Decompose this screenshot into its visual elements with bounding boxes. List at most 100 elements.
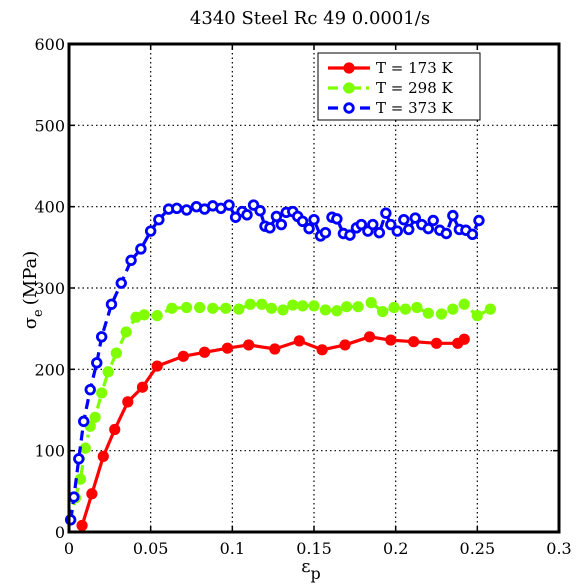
data-point	[221, 342, 234, 354]
x-tick-label: 0.05	[133, 539, 169, 558]
legend-label: T = 373 K	[376, 99, 454, 117]
data-point	[447, 303, 459, 315]
data-point	[138, 309, 150, 321]
data-point	[296, 300, 309, 312]
data-point	[341, 301, 353, 313]
data-point	[293, 335, 305, 347]
series-1	[76, 331, 470, 532]
y-axis-label-unit: (MPa)	[20, 251, 41, 306]
y-tick-label: 100	[34, 442, 65, 461]
data-point	[473, 214, 485, 227]
data-point	[316, 344, 328, 356]
data-point	[96, 387, 108, 399]
data-point	[430, 337, 443, 349]
axis-ticks: 0 0.05 0.1 0.15 0.2 0.25 0.3 0 100 200 300 400 500 60…	[34, 35, 571, 558]
data-point	[254, 205, 266, 217]
data-point	[339, 339, 351, 351]
data-point	[115, 277, 127, 289]
data-point	[180, 204, 193, 216]
legend-label: T = 173 K	[376, 59, 454, 77]
legend-marker	[343, 62, 355, 74]
data-point	[471, 310, 483, 322]
y-tick-label: 200	[34, 360, 65, 379]
data-point	[331, 305, 343, 317]
data-point	[68, 491, 80, 503]
data-point	[151, 310, 163, 322]
data-point	[265, 302, 278, 314]
data-point	[177, 350, 189, 362]
data-point	[484, 303, 496, 315]
data-point	[166, 302, 178, 314]
grid-lines	[69, 44, 559, 532]
data-point	[367, 218, 379, 231]
x-axis-label: εp	[301, 556, 321, 583]
x-axis-label-main: ε	[301, 556, 310, 577]
data-point	[135, 243, 147, 255]
data-point	[120, 326, 132, 338]
data-point	[220, 302, 232, 314]
legend-entry-2: T = 298 K	[328, 79, 454, 97]
y-tick-label: 400	[34, 198, 65, 217]
data-point	[409, 212, 421, 224]
data-point	[79, 442, 91, 454]
data-point	[296, 215, 309, 228]
data-point	[223, 199, 235, 211]
legend: T = 173 K T = 298 K T = 373 K	[317, 52, 481, 121]
y-tick-label: 500	[34, 116, 65, 135]
series-line	[69, 300, 492, 521]
data-point	[151, 360, 163, 372]
data-point	[391, 225, 404, 237]
data-point	[256, 298, 268, 310]
data-point	[136, 381, 149, 393]
data-point	[241, 209, 253, 221]
data-point	[355, 218, 368, 231]
data-point	[198, 346, 211, 358]
data-point	[422, 307, 434, 319]
data-point	[122, 396, 134, 408]
data-point	[91, 357, 103, 369]
series-2	[65, 297, 496, 526]
data-point	[277, 304, 289, 316]
data-point	[102, 366, 114, 378]
data-point	[308, 300, 320, 312]
data-point	[344, 229, 356, 241]
legend-marker	[343, 102, 355, 114]
y-axis-label-sub: e	[31, 309, 46, 317]
x-tick-label: 0.3	[546, 539, 571, 558]
data-point	[427, 214, 439, 227]
data-point	[207, 302, 219, 314]
chart-title: 4340 Steel Rc 49 0.0001/s	[190, 8, 430, 29]
data-point	[244, 298, 256, 310]
data-point	[269, 343, 281, 355]
data-point	[243, 339, 255, 351]
y-tick-label: 600	[34, 35, 65, 54]
data-point	[89, 411, 101, 423]
legend-entry-1: T = 173 K	[328, 59, 454, 77]
data-point	[331, 213, 343, 225]
data-point	[365, 297, 377, 309]
data-point	[264, 222, 276, 234]
series-line	[69, 202, 481, 521]
data-point	[77, 415, 90, 428]
series-line	[80, 335, 466, 526]
data-point	[447, 209, 459, 222]
legend-marker	[343, 82, 355, 94]
data-point	[233, 303, 245, 315]
data-point	[363, 331, 376, 343]
data-point	[73, 453, 85, 465]
data-point	[287, 299, 299, 311]
data-point	[194, 301, 206, 314]
data-point	[380, 207, 392, 219]
legend-label: T = 298 K	[376, 79, 454, 97]
x-tick-label: 0.25	[460, 539, 496, 558]
data-point	[458, 298, 470, 310]
data-point	[408, 336, 420, 348]
data-point	[95, 331, 108, 343]
data-point	[97, 450, 109, 462]
data-point	[144, 225, 157, 237]
data-point	[153, 213, 165, 226]
data-point	[181, 301, 193, 314]
x-tick-label: 0	[64, 539, 74, 558]
data-point	[74, 473, 87, 485]
